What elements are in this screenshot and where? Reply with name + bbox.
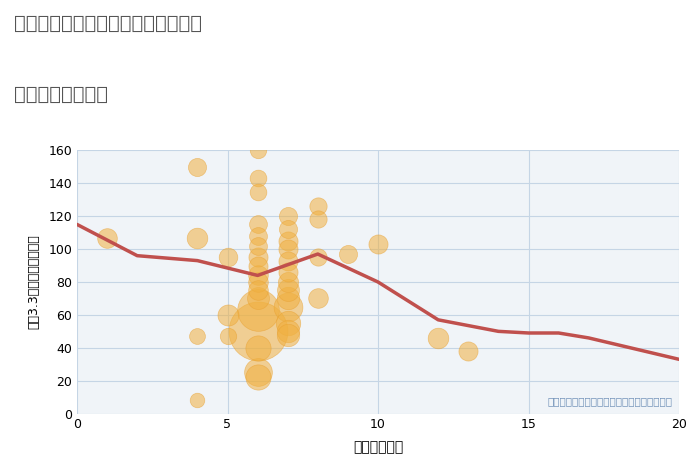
Point: [372, 240, 384, 248]
Text: 円の大きさは、取引のあった物件面積を示す: 円の大きさは、取引のあった物件面積を示す: [548, 396, 673, 406]
Point: [222, 332, 233, 340]
Point: [312, 253, 323, 261]
Point: [282, 320, 293, 327]
Point: [192, 397, 203, 404]
Point: [312, 216, 323, 223]
Point: [252, 368, 263, 376]
X-axis label: 駅距離（分）: 駅距離（分）: [353, 440, 403, 454]
Point: [282, 295, 293, 302]
Y-axis label: 坪（3.3㎡）単価（万円）: 坪（3.3㎡）単価（万円）: [27, 235, 40, 329]
Point: [312, 203, 323, 210]
Point: [312, 295, 323, 302]
Point: [222, 311, 233, 319]
Point: [252, 344, 263, 352]
Point: [192, 234, 203, 241]
Point: [282, 226, 293, 233]
Point: [192, 163, 203, 171]
Point: [282, 257, 293, 264]
Text: 神奈川県横浜市南区井土ヶ谷上町の: 神奈川県横浜市南区井土ヶ谷上町の: [14, 14, 202, 33]
Point: [102, 234, 113, 241]
Point: [282, 331, 293, 338]
Point: [252, 306, 263, 314]
Point: [252, 220, 263, 228]
Point: [252, 286, 263, 294]
Point: [282, 237, 293, 244]
Point: [252, 147, 263, 154]
Point: [463, 347, 474, 355]
Point: [282, 328, 293, 335]
Point: [252, 295, 263, 302]
Point: [252, 272, 263, 279]
Point: [282, 286, 293, 294]
Point: [252, 374, 263, 381]
Point: [433, 334, 444, 342]
Point: [252, 188, 263, 195]
Point: [222, 253, 233, 261]
Point: [282, 245, 293, 253]
Point: [252, 262, 263, 269]
Point: [252, 253, 263, 261]
Point: [282, 303, 293, 310]
Point: [252, 232, 263, 240]
Text: 駅距離別土地価格: 駅距離別土地価格: [14, 85, 108, 103]
Point: [252, 174, 263, 182]
Point: [342, 250, 354, 258]
Point: [252, 242, 263, 250]
Point: [192, 332, 203, 340]
Point: [252, 278, 263, 286]
Point: [252, 328, 263, 335]
Point: [282, 212, 293, 220]
Point: [282, 268, 293, 276]
Point: [282, 278, 293, 286]
